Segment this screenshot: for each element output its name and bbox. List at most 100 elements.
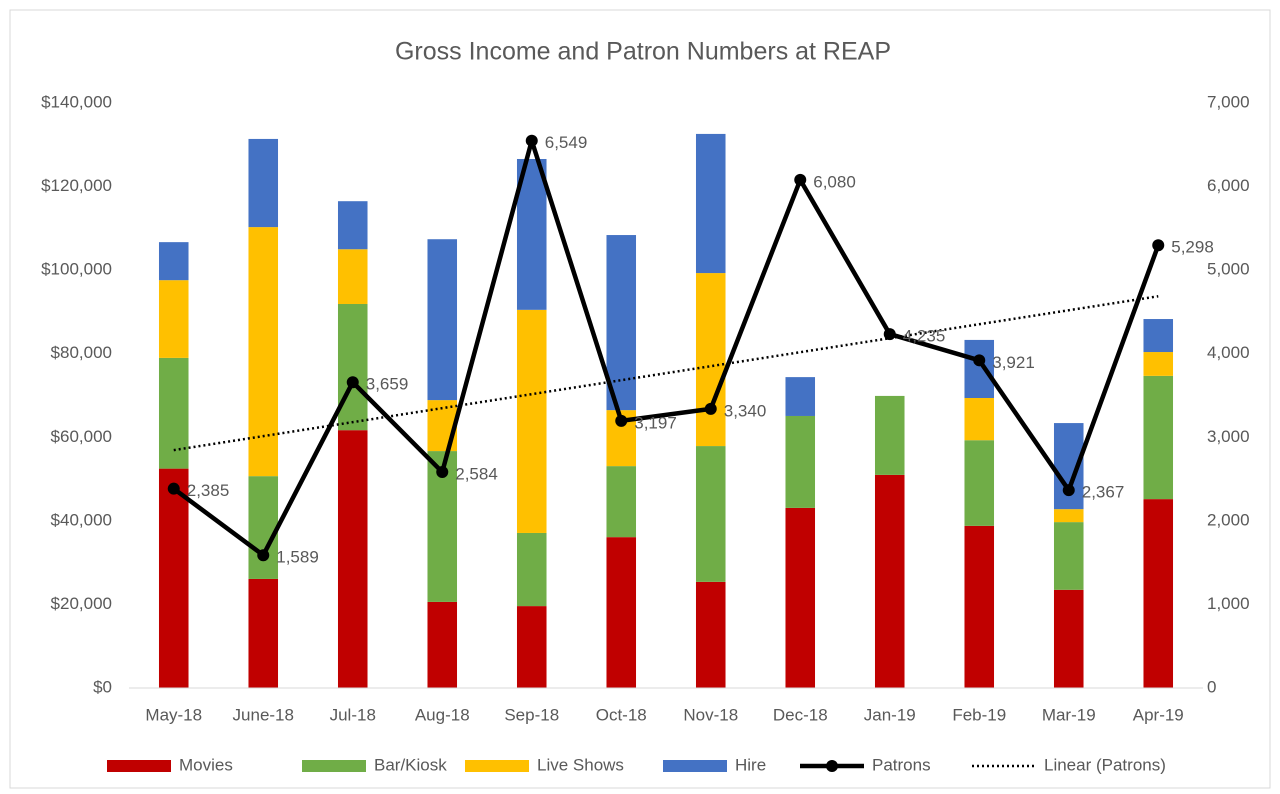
bar-segment [1143, 352, 1174, 376]
x-tick-label: Sep-18 [504, 705, 559, 724]
data-label: 2,385 [187, 481, 230, 500]
data-label: 6,549 [545, 133, 588, 152]
x-tick-label: June-18 [233, 705, 294, 724]
legend-label: Live Shows [537, 755, 624, 774]
chart-title: Gross Income and Patron Numbers at REAP [395, 38, 891, 66]
bar-segment [337, 249, 368, 304]
bar-segment [606, 537, 637, 688]
data-label: 3,197 [634, 413, 677, 432]
legend-label: Bar/Kiosk [374, 755, 447, 774]
bar-segment [606, 466, 637, 538]
bar-segment [1053, 522, 1084, 590]
y-tick-label: $120,000 [41, 176, 112, 195]
x-tick-label: Jul-18 [330, 705, 376, 724]
legend-label: Linear (Patrons) [1044, 755, 1166, 774]
line-point [794, 173, 807, 186]
x-tick-label: Oct-18 [596, 705, 647, 724]
y2-tick-label: 4,000 [1207, 343, 1250, 362]
y2-tick-label: 3,000 [1207, 427, 1250, 446]
line-point [167, 482, 180, 495]
legend-swatch [465, 760, 529, 772]
legend-label: Hire [735, 755, 766, 774]
y-tick-label: $100,000 [41, 260, 112, 279]
line-point [883, 328, 896, 341]
legend-swatch [107, 760, 171, 772]
data-label: 3,340 [724, 401, 767, 420]
line-point [1152, 239, 1165, 252]
legend-label: Patrons [872, 755, 931, 774]
bar-segment [248, 227, 279, 477]
bar-segment [874, 474, 905, 688]
legend-swatch [826, 760, 838, 772]
line-point [257, 549, 270, 562]
bar-segment [248, 138, 279, 228]
y2-tick-label: 2,000 [1207, 510, 1250, 529]
data-label: 5,298 [1171, 238, 1214, 257]
legend-swatch [302, 760, 366, 772]
x-tick-label: May-18 [145, 705, 202, 724]
bar-segment [248, 476, 279, 579]
y2-tick-label: 6,000 [1207, 176, 1250, 195]
line-point [525, 134, 538, 147]
bar-segment [1143, 499, 1174, 688]
bar-segment [695, 446, 726, 582]
y-tick-label: $60,000 [51, 427, 112, 446]
trendline [173, 295, 1159, 452]
bar-segment [964, 525, 995, 688]
data-label: 6,080 [813, 172, 856, 191]
line-series [172, 138, 1161, 558]
bar-segment [516, 606, 547, 688]
x-tick-label: Mar-19 [1042, 705, 1096, 724]
bar-segment [1053, 509, 1084, 523]
line-point [973, 354, 986, 367]
line-point [436, 466, 449, 479]
line-point [615, 414, 628, 427]
bar-segment [785, 377, 816, 416]
bar-segment [337, 201, 368, 250]
bar-segment [695, 581, 726, 688]
x-tick-label: Jan-19 [864, 705, 916, 724]
x-tick-label: Nov-18 [683, 705, 738, 724]
bar-segment [158, 242, 189, 281]
bar-segment [606, 235, 637, 411]
bar-segment [964, 398, 995, 441]
bar-segment [158, 468, 189, 688]
bar-segment [785, 415, 816, 508]
x-tick-label: Aug-18 [415, 705, 470, 724]
line-point [1062, 484, 1075, 497]
legend-swatch [663, 760, 727, 772]
bar-segment [516, 309, 547, 533]
data-label: 4,235 [903, 327, 946, 346]
line-point [704, 402, 717, 415]
bar-segment [1053, 589, 1084, 688]
bar-segment [1143, 375, 1174, 500]
bar-segment [158, 357, 189, 469]
y-tick-label: $140,000 [41, 92, 112, 111]
bar-segment [964, 440, 995, 526]
bar-segment [248, 578, 279, 688]
bar-segment [337, 303, 368, 431]
data-label: 1,589 [276, 548, 319, 567]
bar-segment [964, 339, 995, 399]
y-tick-label: $40,000 [51, 510, 112, 529]
bar-segment [337, 430, 368, 688]
y2-tick-label: 0 [1207, 677, 1216, 696]
bar-segment [158, 280, 189, 358]
x-tick-label: Apr-19 [1133, 705, 1184, 724]
y-tick-label: $20,000 [51, 594, 112, 613]
bar-segment [695, 133, 726, 274]
y2-tick-label: 5,000 [1207, 260, 1250, 279]
y-tick-label: $80,000 [51, 343, 112, 362]
line-point [346, 376, 359, 389]
data-label: 3,659 [366, 375, 409, 394]
bar-segment [1143, 319, 1174, 353]
data-label: 2,367 [1082, 483, 1125, 502]
legend-label: Movies [179, 755, 233, 774]
y-tick-label: $0 [93, 677, 112, 696]
bar-segment [516, 532, 547, 607]
bar-segment [695, 273, 726, 447]
data-label: 3,921 [992, 353, 1035, 372]
data-label: 2,584 [455, 465, 498, 484]
bar-segment [874, 395, 905, 475]
